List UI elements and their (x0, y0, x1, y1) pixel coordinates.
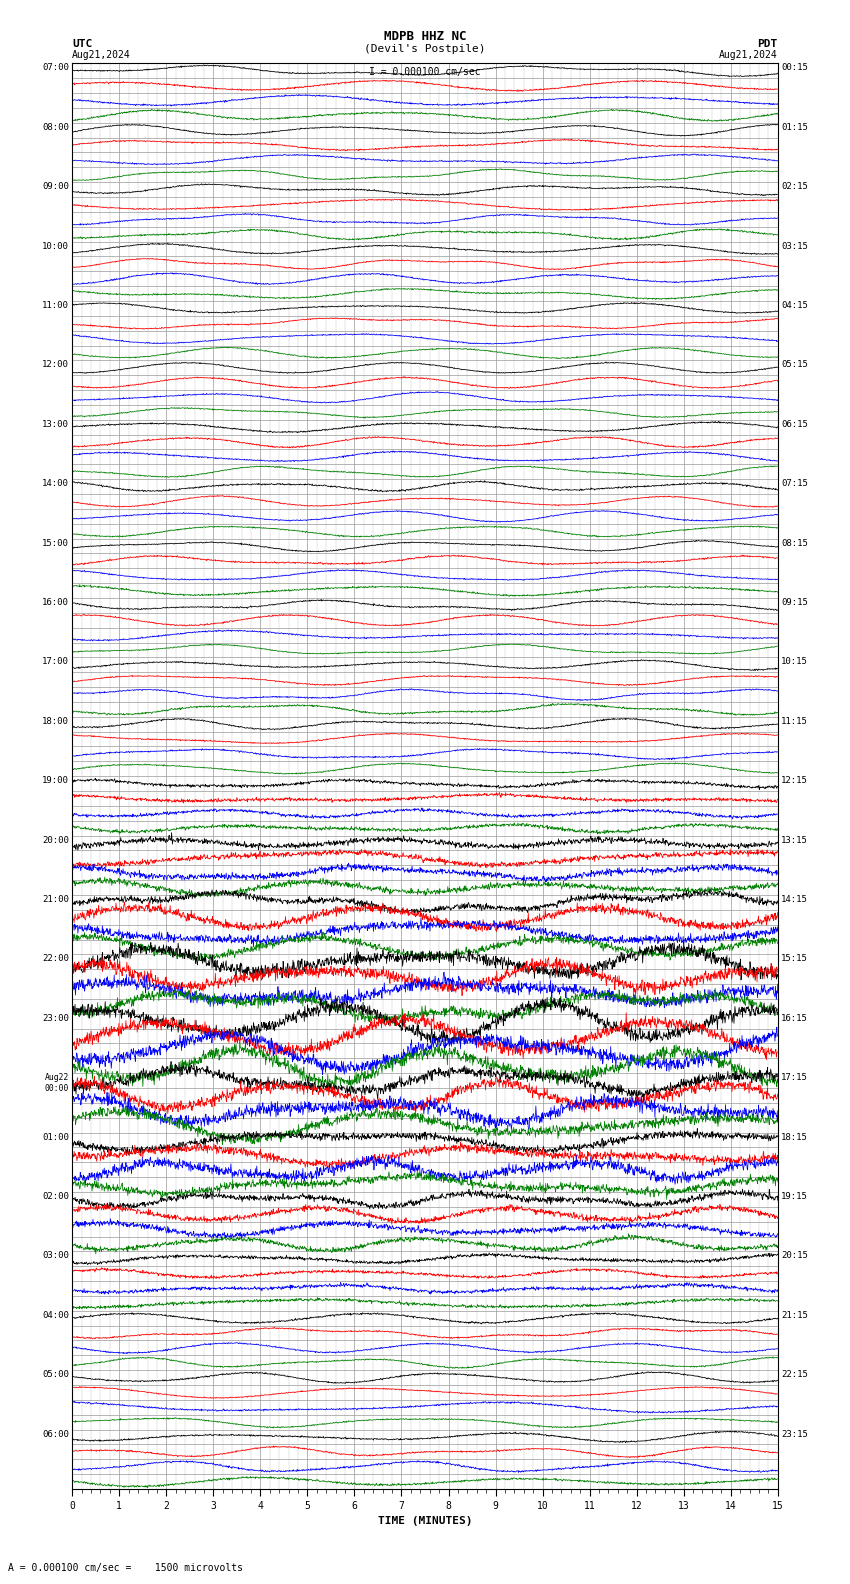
Text: 07:15: 07:15 (781, 478, 808, 488)
Text: 18:00: 18:00 (42, 718, 69, 725)
Text: 09:00: 09:00 (42, 182, 69, 192)
Text: 07:00: 07:00 (42, 63, 69, 73)
Text: 14:00: 14:00 (42, 478, 69, 488)
Text: 15:15: 15:15 (781, 954, 808, 963)
Text: 21:15: 21:15 (781, 1312, 808, 1319)
Text: 22:00: 22:00 (42, 954, 69, 963)
Text: 15:00: 15:00 (42, 539, 69, 548)
Text: UTC: UTC (72, 40, 93, 49)
Text: 01:15: 01:15 (781, 124, 808, 131)
Text: 23:15: 23:15 (781, 1429, 808, 1438)
Text: 12:00: 12:00 (42, 361, 69, 369)
Text: (Devil's Postpile): (Devil's Postpile) (365, 44, 485, 54)
Text: 06:15: 06:15 (781, 420, 808, 429)
Text: 17:00: 17:00 (42, 657, 69, 667)
Text: 08:00: 08:00 (42, 124, 69, 131)
Text: 17:15: 17:15 (781, 1074, 808, 1082)
Text: 03:15: 03:15 (781, 242, 808, 250)
Text: 22:15: 22:15 (781, 1370, 808, 1380)
Text: 11:00: 11:00 (42, 301, 69, 310)
Text: 10:15: 10:15 (781, 657, 808, 667)
Text: 04:15: 04:15 (781, 301, 808, 310)
Text: 00:15: 00:15 (781, 63, 808, 73)
Text: Aug21,2024: Aug21,2024 (719, 51, 778, 60)
Text: 16:00: 16:00 (42, 597, 69, 607)
Text: 13:15: 13:15 (781, 836, 808, 844)
Text: MDPB HHZ NC: MDPB HHZ NC (383, 30, 467, 43)
Text: 04:00: 04:00 (42, 1312, 69, 1319)
Text: 13:00: 13:00 (42, 420, 69, 429)
Text: 21:00: 21:00 (42, 895, 69, 904)
Text: Aug21,2024: Aug21,2024 (72, 51, 131, 60)
Text: 14:15: 14:15 (781, 895, 808, 904)
Text: 03:00: 03:00 (42, 1251, 69, 1261)
Text: 06:00: 06:00 (42, 1429, 69, 1438)
Text: 18:15: 18:15 (781, 1133, 808, 1142)
Text: PDT: PDT (757, 40, 778, 49)
Text: 20:15: 20:15 (781, 1251, 808, 1261)
Text: 19:00: 19:00 (42, 776, 69, 786)
Text: 05:15: 05:15 (781, 361, 808, 369)
Text: Aug22
00:00: Aug22 00:00 (44, 1074, 69, 1093)
Text: 08:15: 08:15 (781, 539, 808, 548)
Text: 20:00: 20:00 (42, 836, 69, 844)
Text: 11:15: 11:15 (781, 718, 808, 725)
Text: 02:00: 02:00 (42, 1191, 69, 1201)
Text: 09:15: 09:15 (781, 597, 808, 607)
Text: I = 0.000100 cm/sec: I = 0.000100 cm/sec (369, 67, 481, 76)
Text: 05:00: 05:00 (42, 1370, 69, 1380)
Text: 16:15: 16:15 (781, 1014, 808, 1023)
Text: 12:15: 12:15 (781, 776, 808, 786)
Text: 23:00: 23:00 (42, 1014, 69, 1023)
Text: 01:00: 01:00 (42, 1133, 69, 1142)
Text: 02:15: 02:15 (781, 182, 808, 192)
Text: A = 0.000100 cm/sec =    1500 microvolts: A = 0.000100 cm/sec = 1500 microvolts (8, 1563, 243, 1573)
X-axis label: TIME (MINUTES): TIME (MINUTES) (377, 1516, 473, 1527)
Text: 10:00: 10:00 (42, 242, 69, 250)
Text: 19:15: 19:15 (781, 1191, 808, 1201)
